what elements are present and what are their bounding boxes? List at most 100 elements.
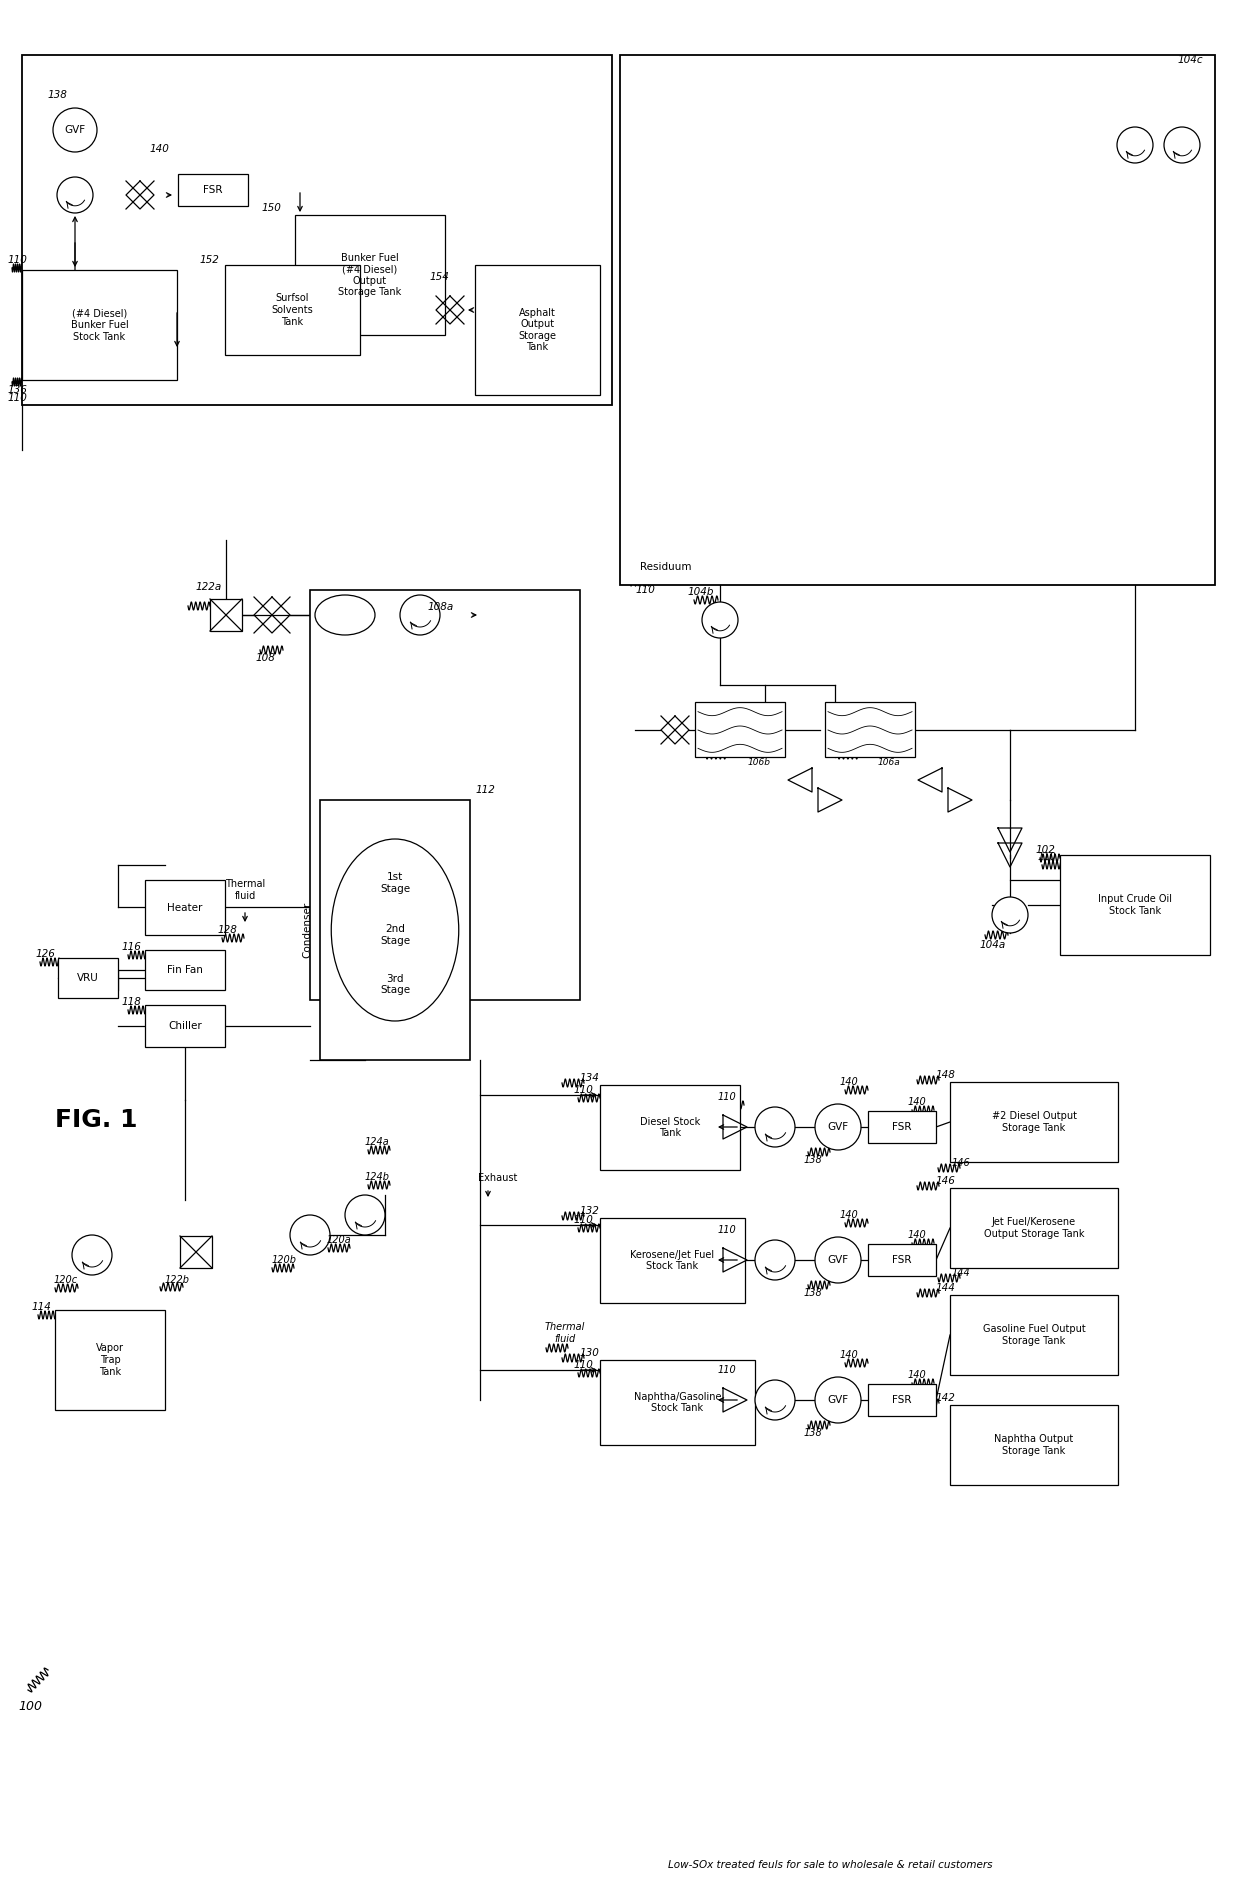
Text: VRU: VRU [77,972,99,984]
Text: 120b: 120b [272,1254,298,1266]
Text: 144: 144 [952,1268,971,1277]
FancyBboxPatch shape [145,880,224,935]
FancyBboxPatch shape [620,55,1215,585]
Text: 116: 116 [122,942,141,952]
Circle shape [1117,127,1153,163]
Text: 118: 118 [122,997,141,1007]
Text: Kerosene/Jet Fuel
Stock Tank: Kerosene/Jet Fuel Stock Tank [630,1251,714,1271]
Text: 140: 140 [908,1097,926,1107]
FancyBboxPatch shape [950,1082,1118,1162]
Text: 122a: 122a [196,583,222,592]
Text: 150: 150 [262,202,281,214]
Circle shape [345,1196,384,1235]
FancyBboxPatch shape [145,1005,224,1046]
Circle shape [755,1379,795,1421]
Text: Jet Fuel/Kerosene
Output Storage Tank: Jet Fuel/Kerosene Output Storage Tank [983,1217,1084,1239]
FancyBboxPatch shape [58,957,118,997]
Text: (#4 Diesel)
Bunker Fuel
Stock Tank: (#4 Diesel) Bunker Fuel Stock Tank [71,308,129,342]
Text: Surfsol
Solvents
Tank: Surfsol Solvents Tank [272,293,314,327]
Text: 136: 136 [7,384,27,395]
Text: Fin Fan: Fin Fan [167,965,203,974]
Text: 154: 154 [430,272,450,282]
FancyBboxPatch shape [475,265,600,395]
Text: 106a: 106a [878,759,900,766]
Circle shape [992,897,1028,933]
Circle shape [57,178,93,214]
FancyBboxPatch shape [868,1385,936,1415]
FancyBboxPatch shape [145,950,224,990]
Text: 102: 102 [1035,846,1055,855]
Text: 140: 140 [908,1370,926,1379]
Text: Low-SOx treated feuls for sale to wholesale & retail customers: Low-SOx treated feuls for sale to wholes… [668,1860,992,1869]
Text: Naphtha/Gasoline
Stock Tank: Naphtha/Gasoline Stock Tank [634,1393,722,1413]
Text: 126: 126 [35,950,55,959]
Circle shape [755,1107,795,1147]
Text: Vapor
Trap
Tank: Vapor Trap Tank [95,1343,124,1377]
Text: 142: 142 [935,1393,955,1404]
FancyBboxPatch shape [950,1188,1118,1268]
Text: 148: 148 [935,1071,955,1080]
Circle shape [755,1239,795,1281]
Text: 140: 140 [839,1077,859,1088]
FancyBboxPatch shape [55,1309,165,1410]
Text: Thermal
fluid: Thermal fluid [892,148,939,170]
FancyBboxPatch shape [320,800,470,1060]
Text: Condenser: Condenser [303,902,312,957]
Text: 110: 110 [574,1084,594,1095]
Text: 128: 128 [218,925,238,935]
Text: 110: 110 [7,394,27,403]
Text: 132: 132 [580,1205,600,1217]
Ellipse shape [315,594,374,636]
Text: 110: 110 [1038,851,1056,863]
Text: FIG. 1: FIG. 1 [55,1109,138,1131]
Ellipse shape [331,838,459,1022]
Text: Chiller: Chiller [169,1022,202,1031]
FancyBboxPatch shape [868,1111,936,1143]
Text: 120a: 120a [327,1235,352,1245]
Text: Low-SOx
treatment bunker
fuels for sale to
wholesale & retail
customers: Low-SOx treatment bunker fuels for sale … [625,119,730,193]
Text: 146: 146 [935,1177,955,1186]
Circle shape [290,1215,330,1254]
Text: 138: 138 [804,1428,823,1438]
Text: FSR: FSR [893,1122,911,1131]
FancyBboxPatch shape [600,1084,740,1169]
Text: 110: 110 [7,255,27,265]
FancyBboxPatch shape [310,590,580,1001]
Text: Naphtha Output
Storage Tank: Naphtha Output Storage Tank [994,1434,1074,1455]
FancyBboxPatch shape [600,1360,755,1445]
Text: 1st
Stage: 1st Stage [379,872,410,895]
Text: 3rd
Stage: 3rd Stage [379,974,410,995]
Text: FSR: FSR [893,1394,911,1406]
Circle shape [815,1105,861,1150]
Text: #2 Diesel Output
Storage Tank: #2 Diesel Output Storage Tank [992,1111,1076,1133]
Text: 108a: 108a [428,602,454,611]
Text: Input Crude Oil
Stock Tank: Input Crude Oil Stock Tank [1097,895,1172,916]
Text: 152: 152 [200,255,219,265]
Text: Diesel Stock
Tank: Diesel Stock Tank [640,1116,701,1139]
Text: 144: 144 [935,1283,955,1292]
Circle shape [53,108,97,151]
Text: 122b: 122b [165,1275,190,1285]
Text: 124b: 124b [365,1171,391,1182]
FancyBboxPatch shape [600,1218,745,1304]
FancyBboxPatch shape [179,174,248,206]
FancyBboxPatch shape [210,600,242,632]
Text: 104c: 104c [1178,55,1204,64]
Circle shape [72,1235,112,1275]
Circle shape [1164,127,1200,163]
FancyBboxPatch shape [295,216,445,335]
Text: GVF: GVF [827,1254,848,1266]
Text: GVF: GVF [64,125,86,134]
Text: 110: 110 [636,585,656,594]
Text: GVF: GVF [827,1122,848,1131]
FancyBboxPatch shape [224,265,360,356]
FancyBboxPatch shape [950,1406,1118,1485]
Text: 134: 134 [580,1073,600,1082]
Text: FSR: FSR [893,1254,911,1266]
Text: 120c: 120c [55,1275,78,1285]
Text: Asphalt
Output
Storage
Tank: Asphalt Output Storage Tank [518,308,557,352]
Text: 110: 110 [718,1224,737,1235]
Text: Thermal
fluid: Thermal fluid [544,1323,585,1343]
Text: Thermal
fluid: Thermal fluid [224,880,265,901]
Text: 110: 110 [574,1360,594,1370]
